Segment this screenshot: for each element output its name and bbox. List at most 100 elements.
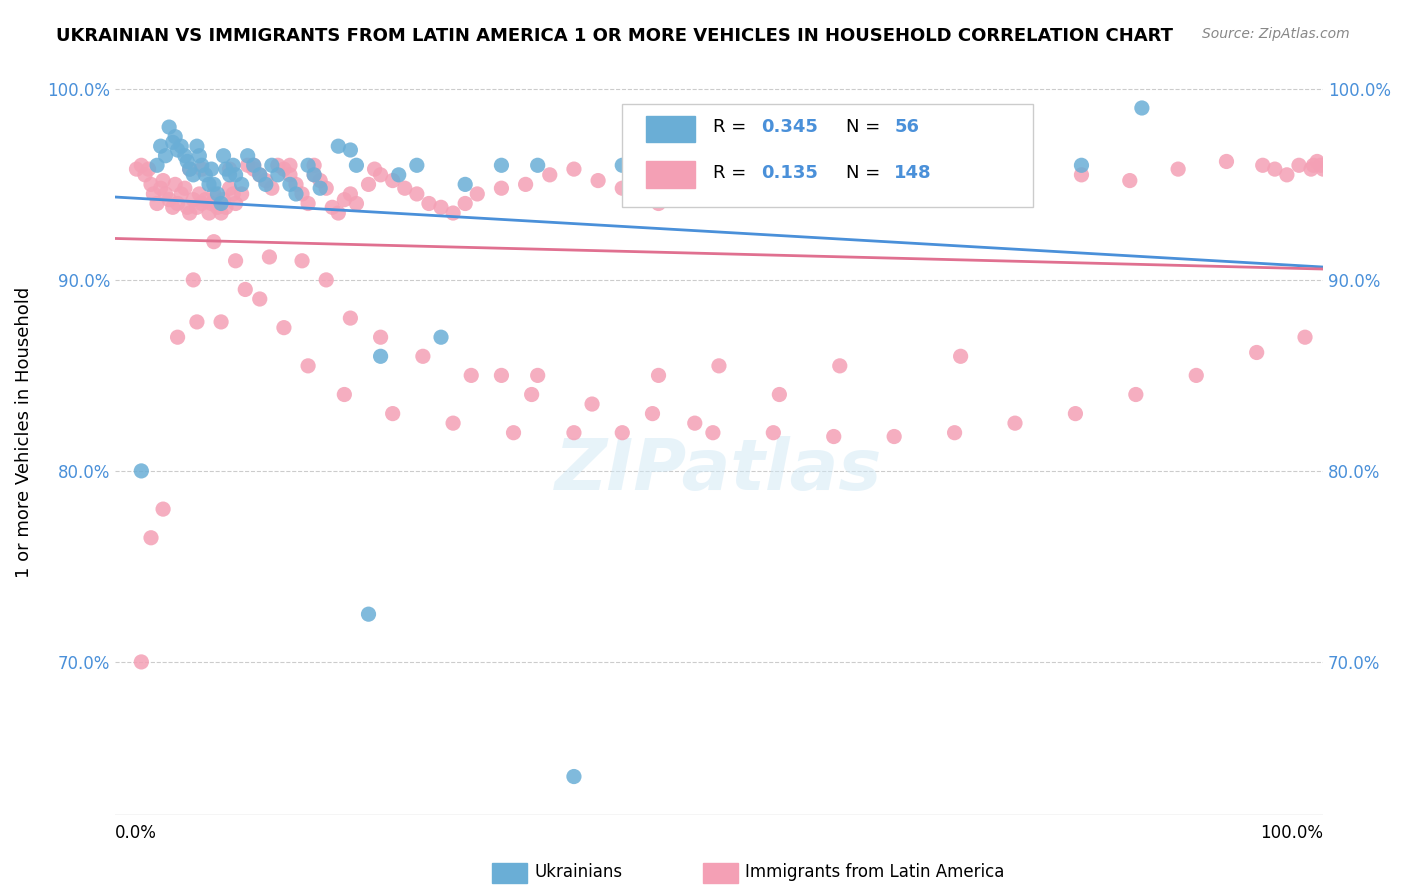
Point xyxy=(155,186,177,201)
Text: 0.345: 0.345 xyxy=(761,118,818,136)
Point xyxy=(222,186,245,201)
Point xyxy=(381,407,404,421)
Point xyxy=(370,168,392,182)
Point xyxy=(149,181,172,195)
Point xyxy=(1302,158,1324,172)
Point xyxy=(207,200,229,214)
Point xyxy=(1004,416,1026,430)
Point xyxy=(1312,162,1334,177)
Point xyxy=(949,349,972,363)
Bar xyxy=(647,161,695,188)
Point xyxy=(302,168,325,182)
Point xyxy=(176,200,198,214)
Point xyxy=(207,186,229,201)
Point xyxy=(278,158,301,172)
Point xyxy=(768,181,790,195)
Point xyxy=(138,162,160,177)
Point xyxy=(460,368,482,383)
Point xyxy=(218,162,240,177)
Point xyxy=(339,186,361,201)
Point xyxy=(1070,158,1092,172)
Point xyxy=(176,154,198,169)
Point xyxy=(441,416,464,430)
Point xyxy=(1215,154,1237,169)
Point xyxy=(823,429,845,443)
Text: 56: 56 xyxy=(894,118,920,136)
Point xyxy=(302,158,325,172)
Point xyxy=(194,168,217,182)
Point xyxy=(242,162,264,177)
Point xyxy=(179,162,201,177)
Point xyxy=(412,349,434,363)
Point xyxy=(762,425,785,440)
Point xyxy=(190,158,212,172)
Point xyxy=(146,158,169,172)
FancyBboxPatch shape xyxy=(623,104,1033,207)
Point xyxy=(155,149,177,163)
Point xyxy=(405,158,427,172)
Point xyxy=(465,186,488,201)
Point xyxy=(212,149,235,163)
Point xyxy=(188,149,211,163)
Point xyxy=(1246,345,1268,359)
Point xyxy=(346,196,368,211)
Point xyxy=(190,196,212,211)
Point xyxy=(321,200,343,214)
Point xyxy=(804,178,827,192)
Point xyxy=(1306,154,1329,169)
Point xyxy=(1070,168,1092,182)
Text: R =: R = xyxy=(713,118,752,136)
Point xyxy=(297,158,319,172)
Point xyxy=(209,315,232,329)
Point xyxy=(1288,158,1310,172)
Text: Immigrants from Latin America: Immigrants from Latin America xyxy=(745,863,1004,881)
Point xyxy=(236,149,259,163)
Point xyxy=(209,196,232,211)
Point xyxy=(370,330,392,344)
Text: N =: N = xyxy=(846,164,886,182)
Point xyxy=(125,162,148,177)
Point xyxy=(198,178,221,192)
Point xyxy=(285,178,308,192)
Point xyxy=(612,425,634,440)
Text: R =: R = xyxy=(713,164,752,182)
Point xyxy=(315,846,337,860)
Point xyxy=(707,178,730,192)
Text: 100.0%: 100.0% xyxy=(1260,824,1323,842)
Point xyxy=(166,196,188,211)
Point xyxy=(162,136,184,150)
Point xyxy=(249,168,271,182)
Point xyxy=(430,330,453,344)
Point xyxy=(225,196,247,211)
Point xyxy=(418,196,440,211)
Text: ZIPatlas: ZIPatlas xyxy=(555,436,883,506)
Point xyxy=(218,168,240,182)
Point xyxy=(225,253,247,268)
Text: 0.0%: 0.0% xyxy=(115,824,156,842)
Point xyxy=(381,173,404,187)
Point xyxy=(707,359,730,373)
Point xyxy=(225,168,247,182)
Point xyxy=(1309,158,1331,172)
Point xyxy=(562,425,585,440)
Point xyxy=(165,129,187,144)
Point xyxy=(249,168,271,182)
Point xyxy=(526,158,548,172)
Point xyxy=(165,178,187,192)
Point xyxy=(173,149,195,163)
Point xyxy=(267,168,290,182)
Point xyxy=(491,158,513,172)
Point xyxy=(131,158,153,172)
Point xyxy=(162,200,184,214)
Point xyxy=(260,158,283,172)
Point xyxy=(139,531,162,545)
Point xyxy=(212,193,235,207)
Point xyxy=(1167,162,1189,177)
Point xyxy=(170,186,193,201)
Point xyxy=(333,387,356,401)
Point xyxy=(647,368,669,383)
Text: 148: 148 xyxy=(894,164,932,182)
Point xyxy=(285,186,308,201)
Bar xyxy=(647,116,695,143)
Point xyxy=(1125,387,1147,401)
